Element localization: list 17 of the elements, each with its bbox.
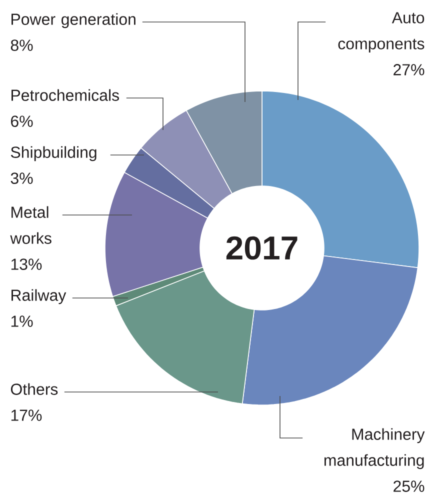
data-label: 17% — [11, 410, 42, 421]
data-label: 8% — [10, 40, 33, 51]
slice-label: Auto components — [338, 12, 424, 53]
slice-label: Petrochemicals — [12, 89, 119, 101]
slice-label: Power generation — [12, 13, 136, 28]
data-label: 13% — [11, 258, 42, 270]
slice-label: Railway — [12, 289, 66, 304]
text: 2017 — [226, 236, 298, 260]
slice-label: Metal works — [10, 206, 52, 244]
slice-label: Shipbuilding — [10, 146, 96, 162]
data-label: 27% — [394, 64, 424, 76]
slice-label: Machinery manufacturing — [324, 428, 425, 470]
data-label: 25% — [394, 480, 424, 492]
slice-label: Others — [10, 383, 58, 395]
data-label: 3% — [10, 172, 33, 184]
data-label: 1% — [11, 316, 33, 327]
data-label: 6% — [11, 116, 33, 127]
